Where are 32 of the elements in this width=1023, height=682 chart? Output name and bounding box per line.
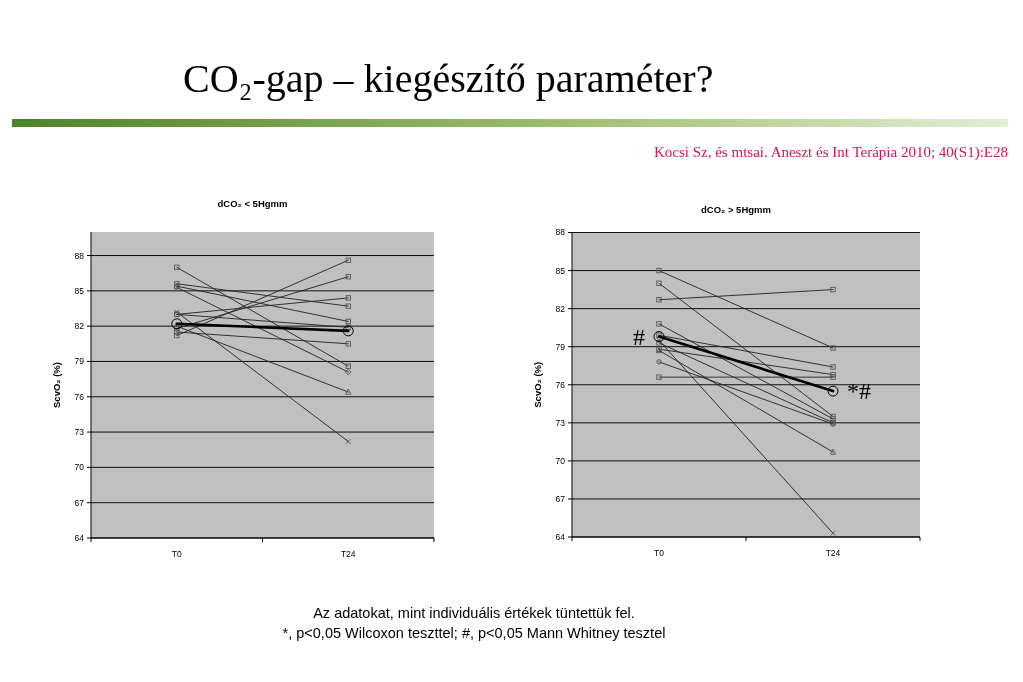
y-tick-label: 82 xyxy=(555,303,566,314)
y-tick-label: 64 xyxy=(74,532,85,543)
y-tick-label: 88 xyxy=(555,227,566,238)
y-tick-label: 70 xyxy=(555,455,566,466)
y-tick-label: 67 xyxy=(74,497,85,508)
y-tick-label: 67 xyxy=(555,493,566,504)
y-tick-label: 64 xyxy=(555,531,566,542)
text: Az adatokat, mint individuális értékek tüntettük fel. xyxy=(313,605,635,621)
annotation: # xyxy=(633,323,645,350)
text: *, p<0,05 Wilcoxon teszttel; #, p<0,05 Mann Whitney tesztel xyxy=(282,625,666,641)
y-tick-label: 88 xyxy=(74,250,85,261)
y-axis-title: ScvO₂ (%) xyxy=(51,362,62,408)
y-tick-label: 73 xyxy=(555,417,566,428)
text: CO₂-gap – kiegészítő paraméter? xyxy=(183,56,714,101)
y-tick-label: 73 xyxy=(74,427,85,438)
y-tick-label: 76 xyxy=(555,379,566,390)
chart-title: dCO₂ > 5Hgmm xyxy=(701,204,771,215)
y-axis-title: ScvO₂ (%) xyxy=(532,361,543,408)
text: Kocsi Sz, és mtsai. Aneszt és Int Terápia 2010; 40(S1):E28 xyxy=(653,144,1008,161)
chart-title: dCO₂ < 5Hgmm xyxy=(217,198,288,209)
y-tick-label: 85 xyxy=(74,285,85,296)
y-tick-label: 76 xyxy=(74,391,85,402)
y-tick-label: 82 xyxy=(74,321,85,332)
x-tick-label: T0 xyxy=(171,549,182,559)
x-tick-label: T24 xyxy=(340,549,356,559)
x-tick-label: T0 xyxy=(654,548,665,558)
y-tick-label: 79 xyxy=(74,356,85,367)
y-tick-label: 85 xyxy=(555,265,566,276)
x-tick-label: T24 xyxy=(825,548,841,558)
y-tick-label: 79 xyxy=(555,341,566,352)
y-tick-label: 70 xyxy=(74,462,85,473)
annotation: *# xyxy=(847,378,871,405)
